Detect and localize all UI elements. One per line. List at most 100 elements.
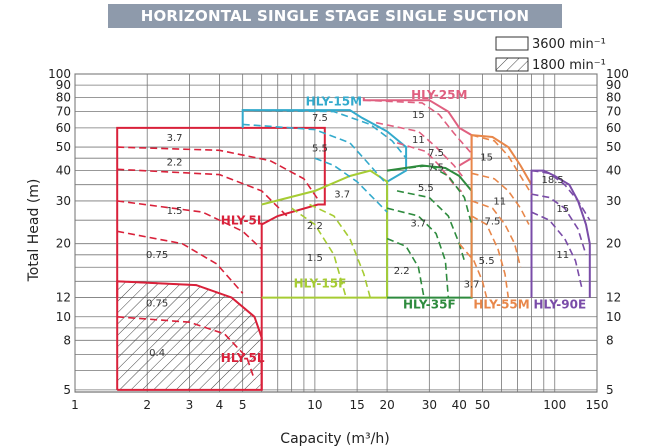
y-tick-label-left: 100 xyxy=(48,67,71,81)
x-tick-label: 1 xyxy=(71,398,79,412)
power-curve xyxy=(117,168,290,219)
y-tick-label-right: 60 xyxy=(606,121,621,135)
zone-label: HLY-15F xyxy=(294,277,347,291)
power-label: 7.5 xyxy=(428,148,444,159)
x-tick-label: 50 xyxy=(475,398,490,412)
y-tick-label-left: 10 xyxy=(56,310,71,324)
hatch-fill xyxy=(117,281,262,390)
power-label: 15 xyxy=(556,204,569,215)
power-label: 1.5 xyxy=(167,206,183,217)
power-curve xyxy=(117,200,263,250)
x-tick-label: 100 xyxy=(543,398,566,412)
power-label: 11 xyxy=(493,197,506,208)
power-curve xyxy=(396,190,466,262)
legend-swatch xyxy=(495,57,529,72)
power-label: 3.7 xyxy=(464,280,480,291)
power-curve xyxy=(117,146,320,202)
power-curve xyxy=(291,207,347,298)
power-curve xyxy=(117,230,244,294)
power-curves xyxy=(117,99,591,381)
power-curve xyxy=(309,203,371,298)
y-tick-label-left: 70 xyxy=(56,105,71,119)
x-tick-label: 5 xyxy=(239,398,247,412)
power-curve xyxy=(471,200,522,268)
y-tick-label-right: 70 xyxy=(606,105,621,119)
y-tick-label-left: 60 xyxy=(56,121,71,135)
y-tick-label-left: 30 xyxy=(56,194,71,208)
power-label: 15 xyxy=(480,153,493,164)
power-label: 2.2 xyxy=(394,266,410,277)
x-tick-label: 40 xyxy=(452,398,467,412)
y-tick-label-left: 90 xyxy=(56,78,71,92)
power-curve xyxy=(387,164,473,225)
power-curve xyxy=(242,123,388,186)
y-tick-label-right: 20 xyxy=(606,237,621,251)
power-label: 3.7 xyxy=(410,219,426,230)
power-label: 7.5 xyxy=(312,113,328,124)
power-label: 7.5 xyxy=(428,163,444,174)
power-curve xyxy=(314,157,388,213)
power-label: 0.75 xyxy=(146,250,168,261)
y-tick-label-right: 5 xyxy=(606,383,614,397)
zone-label: HLY-15M xyxy=(306,95,362,109)
curve-labels: 3.7 2.2 1.5 0.75 HLY-5L 0.75 0.4 HLY-5L 7.5 5.5 3.… xyxy=(146,88,586,365)
power-label: 1.5 xyxy=(307,253,323,264)
power-curve xyxy=(242,109,407,159)
y-tick-label-right: 10 xyxy=(606,310,621,324)
power-label: 0.75 xyxy=(146,299,168,310)
y-tick-label-right: 12 xyxy=(606,291,621,305)
power-label: 3.7 xyxy=(334,189,350,200)
y-tick-label-left: 80 xyxy=(56,91,71,105)
power-label: 5.5 xyxy=(312,143,328,154)
legend-label: 3600 min⁻¹ xyxy=(532,37,606,52)
power-curve xyxy=(531,169,591,221)
zone-label: HLY-55M xyxy=(473,298,529,312)
y-tick-label-left: 8 xyxy=(63,333,71,347)
x-tick-label: 4 xyxy=(216,398,224,412)
y-tick-label-right: 90 xyxy=(606,78,621,92)
power-label: 11 xyxy=(412,135,425,146)
legend-label: 1800 min⁻¹ xyxy=(532,58,606,73)
y-tick-label-left: 40 xyxy=(56,164,71,178)
zone-label: HLY-5L xyxy=(221,351,265,365)
power-curve xyxy=(375,121,466,180)
y-tick-label-right: 30 xyxy=(606,194,621,208)
zone-label: HLY-35F xyxy=(403,298,456,312)
power-label: 15 xyxy=(412,110,425,121)
power-label: 5.5 xyxy=(479,256,495,267)
power-label: 7.5 xyxy=(485,216,501,227)
hatched-area xyxy=(117,281,262,390)
power-curve xyxy=(531,193,587,256)
zone-label: HLY-25M xyxy=(411,88,467,102)
y-tick-label-right: 40 xyxy=(606,164,621,178)
power-curve xyxy=(363,99,473,155)
y-axis-label: Total Head (m) xyxy=(26,179,42,283)
x-tick-label: 3 xyxy=(186,398,194,412)
x-tick-label: 2 xyxy=(143,398,151,412)
y-tick-label-left: 20 xyxy=(56,237,71,251)
zone-label: HLY-5L xyxy=(221,213,265,227)
y-tick-label-right: 50 xyxy=(606,140,621,154)
power-curve xyxy=(471,215,510,298)
y-tick-label-left: 5 xyxy=(63,383,71,397)
x-tick-label: 15 xyxy=(349,398,364,412)
power-label: 18.5 xyxy=(542,175,564,186)
power-curve xyxy=(531,211,583,290)
power-label: 0.4 xyxy=(149,348,165,359)
power-curve xyxy=(386,237,425,298)
power-curve xyxy=(471,172,530,225)
power-curve xyxy=(471,134,533,195)
power-label: 3.7 xyxy=(167,133,183,144)
power-label: 2.2 xyxy=(307,221,323,232)
x-tick-label: 10 xyxy=(307,398,322,412)
power-label: 5.5 xyxy=(418,183,434,194)
power-curve xyxy=(458,243,488,298)
chart-title: HORIZONTAL SINGLE STAGE SINGLE SUCTION xyxy=(108,4,562,28)
power-label: 2.2 xyxy=(167,157,183,168)
legend-swatch xyxy=(495,36,529,51)
x-tick-label: 20 xyxy=(379,398,394,412)
power-label: 11 xyxy=(556,250,569,261)
y-tick-label-right: 80 xyxy=(606,91,621,105)
